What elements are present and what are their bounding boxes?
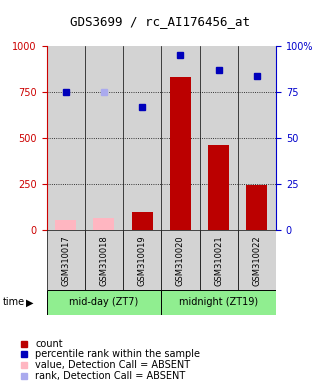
Bar — [93, 218, 115, 230]
Bar — [161, 290, 276, 315]
Text: GSM310018: GSM310018 — [100, 235, 108, 286]
Bar — [200, 230, 238, 290]
Text: GSM310021: GSM310021 — [214, 235, 223, 286]
Bar — [47, 46, 85, 230]
Text: GDS3699 / rc_AI176456_at: GDS3699 / rc_AI176456_at — [71, 15, 250, 28]
Bar — [208, 145, 229, 230]
Bar — [47, 290, 161, 315]
Bar — [247, 185, 267, 230]
Text: time: time — [3, 297, 25, 308]
Text: ▶: ▶ — [26, 297, 34, 308]
Bar — [238, 46, 276, 230]
Text: GSM310017: GSM310017 — [61, 235, 70, 286]
Text: midnight (ZT19): midnight (ZT19) — [179, 297, 258, 308]
Bar — [123, 230, 161, 290]
Bar — [161, 230, 200, 290]
Bar — [238, 230, 276, 290]
Bar — [123, 46, 161, 230]
Bar — [200, 46, 238, 230]
Text: percentile rank within the sample: percentile rank within the sample — [35, 349, 200, 359]
Bar — [85, 230, 123, 290]
Bar — [170, 78, 191, 230]
Bar — [161, 46, 200, 230]
Text: value, Detection Call = ABSENT: value, Detection Call = ABSENT — [35, 359, 191, 369]
Text: GSM310020: GSM310020 — [176, 235, 185, 286]
Text: count: count — [35, 339, 63, 349]
Bar — [132, 212, 153, 230]
Text: rank, Detection Call = ABSENT: rank, Detection Call = ABSENT — [35, 371, 186, 381]
Bar — [85, 46, 123, 230]
Text: mid-day (ZT7): mid-day (ZT7) — [69, 297, 139, 308]
Bar — [55, 220, 76, 230]
Text: GSM310019: GSM310019 — [138, 235, 147, 286]
Bar — [47, 230, 85, 290]
Text: GSM310022: GSM310022 — [252, 235, 261, 286]
